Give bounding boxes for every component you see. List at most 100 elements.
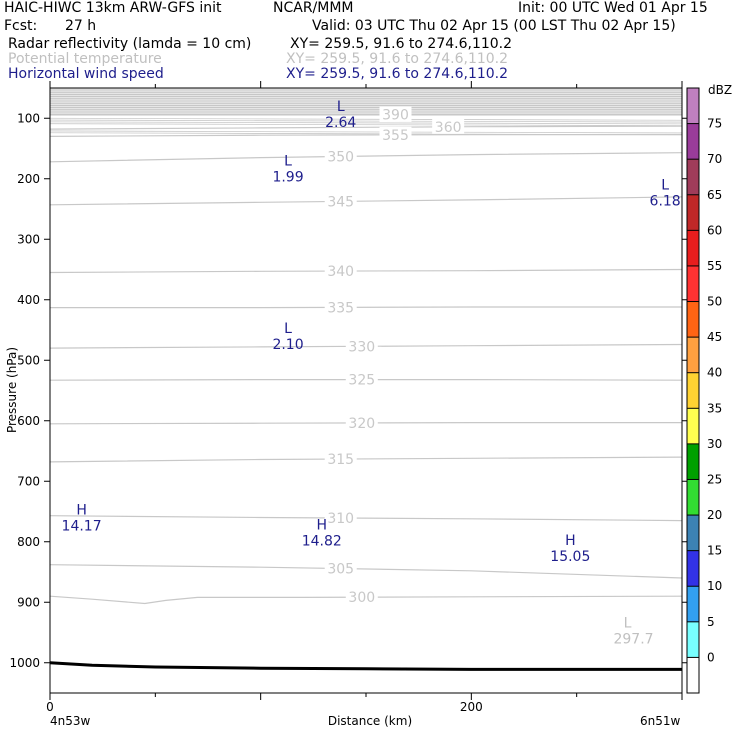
upper-contour-line	[49, 123, 683, 127]
wind-extremum-value: 14.82	[302, 534, 342, 550]
colorbar-level-label: 35	[707, 401, 722, 415]
upper-contour-line	[49, 121, 683, 125]
theta-contour-315	[49, 456, 683, 463]
wind-low-marker: L	[284, 153, 292, 169]
theta-label-355: 355	[382, 128, 409, 144]
colorbar-level-label: 75	[707, 117, 722, 131]
theta-label-350: 350	[327, 149, 354, 165]
theta-contour-345	[49, 196, 683, 206]
y-tick-label: 300	[17, 232, 40, 246]
colorbar-level-label: 60	[707, 223, 722, 237]
field-1-xy: XY= 259.5, 91.6 to 274.6,110.2	[290, 36, 513, 52]
wind-high-marker: H	[316, 518, 327, 534]
wind-low-marker: L	[284, 321, 292, 337]
theta-contour-355	[49, 134, 682, 137]
theta-contour-labels: 300 305 310 315 320 325 330 335 340 345 350 355 360 3…	[324, 106, 465, 606]
wind-extremum-value: 15.05	[550, 549, 590, 565]
colorbar-swatch	[687, 230, 699, 266]
colorbar-swatch	[687, 265, 699, 302]
x-axis-ticks: 0 200	[46, 81, 683, 714]
colorbar-level-label: 30	[707, 437, 722, 451]
theta-label-330: 330	[348, 339, 375, 355]
theta-label-bg	[324, 510, 357, 526]
upper-contour-line	[49, 130, 683, 134]
theta-label-300: 300	[348, 590, 375, 606]
theta-label-325: 325	[348, 373, 375, 389]
y-axis-label: Pressure (hPa)	[5, 347, 19, 433]
wind-extremum-value: 2.10	[272, 337, 303, 353]
wind-extremum-value: 14.17	[62, 519, 102, 535]
x-left-label: 4n53w	[50, 714, 91, 728]
theta-label-310: 310	[327, 511, 354, 527]
colorbar-swatch	[687, 372, 699, 409]
colorbar-swatch	[687, 443, 699, 480]
colorbar-level-label: 45	[707, 330, 722, 344]
theta-label-bg	[324, 148, 357, 164]
colorbar-level-label: 70	[707, 152, 722, 166]
colorbar-level-label: 5	[707, 615, 715, 629]
wind-low-marker: L	[661, 178, 669, 194]
colorbar-level-label: 65	[707, 188, 722, 202]
y-axis-ticks: 100 200 300 400 500 600 700 800 900 1000	[9, 111, 688, 670]
org-label: NCAR/MMM	[273, 0, 354, 16]
colorbar-swatch	[687, 550, 699, 587]
theta-label-bg	[324, 451, 357, 467]
theta-label-320: 320	[348, 416, 375, 432]
theta-label-360: 360	[435, 120, 462, 136]
forecast-label: Fcst:	[4, 18, 38, 34]
colorbar-swatch	[687, 123, 699, 160]
theta-label-345: 345	[327, 194, 354, 210]
wind-extremum-value: 2.64	[325, 115, 356, 131]
y-tick-label: 100	[17, 111, 40, 125]
model-title: HAIC-HIWC 13km ARW-GFS init	[4, 0, 222, 16]
wind-low-marker: L	[337, 99, 345, 115]
colorbar-swatch	[687, 657, 699, 693]
field-2-name: Potential temperature	[8, 51, 162, 67]
valid-time: Valid: 03 UTC Thu 02 Apr 15 (00 LST Thu …	[312, 18, 676, 34]
theta-label-bg	[324, 299, 357, 315]
colorbar-level-label: 55	[707, 259, 722, 273]
theta-label-bg	[324, 193, 357, 209]
upper-band-fill	[50, 88, 682, 116]
colorbar-swatch	[687, 337, 699, 373]
field-2-xy: XY= 259.5, 91.6 to 274.6,110.2	[286, 51, 509, 67]
y-tick-label: 1000	[9, 656, 40, 670]
colorbar-level-label: 40	[707, 366, 722, 380]
y-tick-label: 600	[17, 414, 40, 428]
colorbar-unit: dBZ	[708, 83, 732, 97]
colorbar-level-label: 0	[707, 650, 715, 664]
theta-label-340: 340	[327, 264, 354, 280]
x-right-label: 6n51w	[640, 714, 681, 728]
theta-label-bg	[324, 263, 357, 279]
colorbar-swatch	[687, 194, 699, 231]
theta-label-bg	[324, 560, 357, 576]
field-1-name: Radar reflectivity (lamda = 10 cm)	[8, 36, 252, 52]
colorbar-level-label: 15	[707, 544, 722, 558]
theta-label-315: 315	[327, 452, 354, 468]
y-tick-label: 200	[17, 172, 40, 186]
colorbar-frame	[686, 87, 700, 694]
y-tick-label: 500	[17, 353, 40, 367]
colorbar-level-label: 50	[707, 295, 722, 309]
theta-contour-335	[50, 306, 682, 309]
colorbar-swatch	[687, 88, 699, 124]
theta-contour-305	[49, 564, 683, 579]
wind-extremum-value: 6.18	[650, 194, 681, 210]
upper-contour-line	[49, 117, 683, 121]
y-tick-label: 400	[17, 293, 40, 307]
theta-label-335: 335	[327, 300, 354, 316]
theta-low-marker: L	[624, 616, 632, 632]
colorbar-swatch	[687, 621, 699, 658]
theta-label-bg	[345, 371, 378, 387]
colorbar-swatch	[687, 479, 699, 516]
theta-extremum-value: 297.7	[613, 632, 653, 648]
y-tick-label: 800	[17, 535, 40, 549]
theta-label-bg	[379, 126, 412, 142]
colorbar-swatch	[687, 408, 699, 444]
theta-contour-310	[49, 515, 683, 522]
theta-label-bg	[345, 414, 378, 430]
x-axis-label: Distance (km)	[328, 714, 412, 728]
